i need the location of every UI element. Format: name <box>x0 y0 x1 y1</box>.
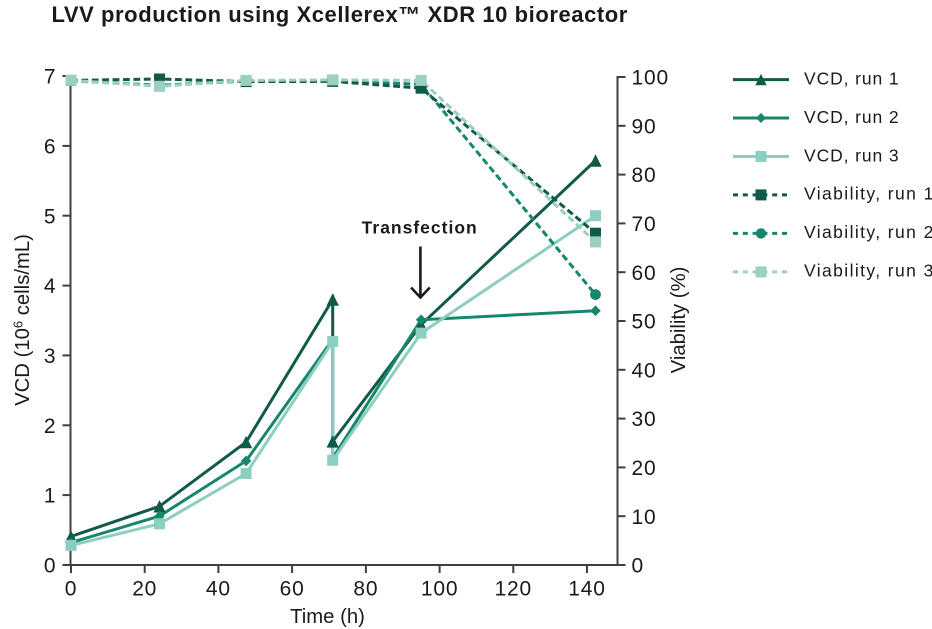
svg-text:Transfection: Transfection <box>362 218 478 238</box>
svg-text:140: 140 <box>568 578 605 601</box>
svg-text:Viability (%): Viability (%) <box>668 267 690 374</box>
svg-text:Viability, run 3: Viability, run 3 <box>804 261 932 281</box>
svg-text:VCD (106 cells/mL): VCD (106 cells/mL) <box>10 234 34 406</box>
svg-text:0: 0 <box>65 578 77 601</box>
svg-text:Time (h): Time (h) <box>290 606 365 628</box>
svg-text:120: 120 <box>495 578 532 601</box>
svg-text:70: 70 <box>632 213 657 236</box>
svg-text:1: 1 <box>44 485 56 508</box>
svg-text:VCD, run 1: VCD, run 1 <box>804 68 900 88</box>
svg-text:2: 2 <box>44 415 56 438</box>
svg-text:100: 100 <box>632 67 669 90</box>
svg-text:10: 10 <box>632 506 657 529</box>
svg-text:60: 60 <box>280 578 305 601</box>
svg-text:20: 20 <box>632 457 657 480</box>
svg-text:6: 6 <box>44 136 56 159</box>
svg-text:40: 40 <box>206 578 231 601</box>
svg-text:0: 0 <box>44 555 56 578</box>
svg-text:50: 50 <box>632 311 657 334</box>
svg-text:80: 80 <box>353 578 378 601</box>
svg-text:100: 100 <box>421 578 458 601</box>
svg-text:20: 20 <box>132 578 157 601</box>
svg-text:40: 40 <box>632 359 657 382</box>
svg-text:30: 30 <box>632 408 657 431</box>
svg-text:0: 0 <box>632 555 644 578</box>
svg-text:80: 80 <box>632 164 657 187</box>
svg-text:4: 4 <box>44 275 56 298</box>
svg-text:7: 7 <box>44 66 56 89</box>
svg-text:LVV production using Xcellerex: LVV production using Xcellerex™ XDR 10 b… <box>52 2 628 27</box>
svg-text:VCD, run 3: VCD, run 3 <box>804 145 900 165</box>
svg-text:3: 3 <box>44 345 56 368</box>
svg-text:5: 5 <box>44 205 56 228</box>
svg-text:Viability, run 2: Viability, run 2 <box>804 222 932 242</box>
svg-text:VCD, run 2: VCD, run 2 <box>804 107 900 127</box>
svg-text:90: 90 <box>632 115 657 138</box>
svg-text:60: 60 <box>632 262 657 285</box>
svg-text:Viability, run 1: Viability, run 1 <box>804 184 932 204</box>
